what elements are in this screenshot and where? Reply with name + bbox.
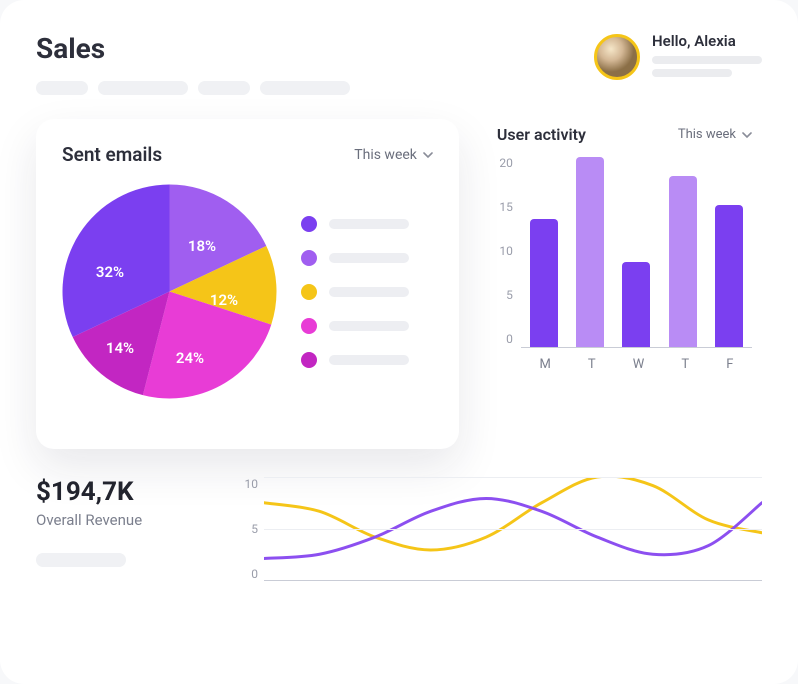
greeting: Hello, Alexia (652, 32, 762, 50)
avatar[interactable] (594, 34, 640, 80)
x-tick: T (681, 357, 689, 372)
card-header: Sent emails This week (62, 143, 433, 166)
nav-placeholders (36, 81, 350, 95)
trend-line (264, 477, 762, 550)
pie-slice-label: 24% (176, 349, 204, 367)
x-axis: MTWTF (521, 357, 752, 372)
user-text: Hello, Alexia (652, 32, 762, 82)
period-dropdown[interactable]: This week (354, 147, 433, 163)
legend-item (301, 318, 409, 334)
bar (530, 219, 558, 347)
legend-label-placeholder (329, 355, 409, 365)
legend-label-placeholder (329, 287, 409, 297)
gridline (264, 529, 762, 530)
bar-chart: 20 15 10 5 0 M T W T F (497, 156, 752, 376)
y-tick: 5 (497, 288, 513, 302)
legend-label-placeholder (329, 219, 409, 229)
user-meta-placeholder (652, 56, 762, 64)
legend-dot (301, 352, 317, 368)
legend-item (301, 216, 409, 232)
nav-placeholder (198, 81, 250, 95)
x-tick: M (539, 357, 550, 372)
nav-placeholder (98, 81, 188, 95)
user-meta-placeholders (652, 56, 762, 77)
legend-dot (301, 216, 317, 232)
y-tick: 10 (497, 244, 513, 258)
card-title: User activity (497, 125, 586, 144)
pie-slice-label: 32% (96, 263, 124, 281)
bar (715, 205, 743, 348)
y-tick: 20 (497, 156, 513, 170)
sent-emails-card: Sent emails This week 18% 12% 24% 14% 32% (36, 119, 459, 449)
y-tick: 10 (234, 477, 258, 491)
revenue-placeholder (36, 553, 126, 567)
user-meta-placeholder (652, 69, 732, 77)
legend-dot (301, 284, 317, 300)
dropdown-label: This week (678, 127, 736, 142)
content-row: Sent emails This week 18% 12% 24% 14% 32% Us… (36, 119, 762, 449)
pie-slice-label: 14% (106, 339, 134, 357)
bar (669, 176, 697, 347)
chevron-down-icon (423, 150, 433, 160)
y-tick: 0 (234, 567, 258, 581)
y-axis: 10 5 0 (234, 477, 258, 581)
nav-placeholder (36, 81, 88, 95)
gridline (264, 477, 762, 478)
card-title: Sent emails (62, 143, 162, 166)
legend-dot (301, 318, 317, 334)
user-block[interactable]: Hello, Alexia (594, 32, 762, 82)
revenue-value: $194,7K (36, 477, 206, 507)
pie-slice-label: 12% (210, 291, 238, 309)
dropdown-label: This week (354, 147, 417, 163)
page-title: Sales (36, 32, 350, 65)
emails-body: 18% 12% 24% 14% 32% (62, 184, 433, 399)
period-dropdown[interactable]: This week (678, 127, 752, 142)
legend-item (301, 284, 409, 300)
legend-label-placeholder (329, 321, 409, 331)
legend-item (301, 250, 409, 266)
y-tick: 0 (497, 332, 513, 346)
y-tick: 5 (234, 522, 258, 536)
pie-slice-label: 18% (188, 237, 216, 255)
legend-item (301, 352, 409, 368)
x-tick: W (633, 357, 645, 372)
axis-line (521, 347, 752, 348)
bar (622, 262, 650, 348)
revenue-label: Overall Revenue (36, 511, 206, 529)
legend-dot (301, 250, 317, 266)
title-block: Sales (36, 32, 350, 95)
y-tick: 15 (497, 200, 513, 214)
nav-placeholder (260, 81, 350, 95)
user-activity-card: User activity This week 20 15 10 5 0 M T W T F (487, 119, 762, 449)
y-axis: 20 15 10 5 0 (497, 156, 521, 346)
chevron-down-icon (742, 130, 752, 140)
bottom-row: $194,7K Overall Revenue 10 5 0 (36, 477, 762, 597)
revenue-block: $194,7K Overall Revenue (36, 477, 206, 567)
bars (521, 157, 752, 347)
trend-chart: 10 5 0 (234, 477, 762, 597)
bar (576, 157, 604, 347)
pie-legend (301, 216, 409, 368)
pie-chart: 18% 12% 24% 14% 32% (62, 184, 277, 399)
bars-area: MTWTF (521, 156, 752, 376)
topbar: Sales Hello, Alexia (36, 32, 762, 95)
legend-label-placeholder (329, 253, 409, 263)
x-tick: F (726, 357, 733, 372)
plot-area (264, 477, 762, 581)
card-header: User activity This week (497, 125, 752, 144)
dashboard-page: Sales Hello, Alexia Sent emails This wee… (0, 0, 798, 684)
x-tick: T (588, 357, 596, 372)
